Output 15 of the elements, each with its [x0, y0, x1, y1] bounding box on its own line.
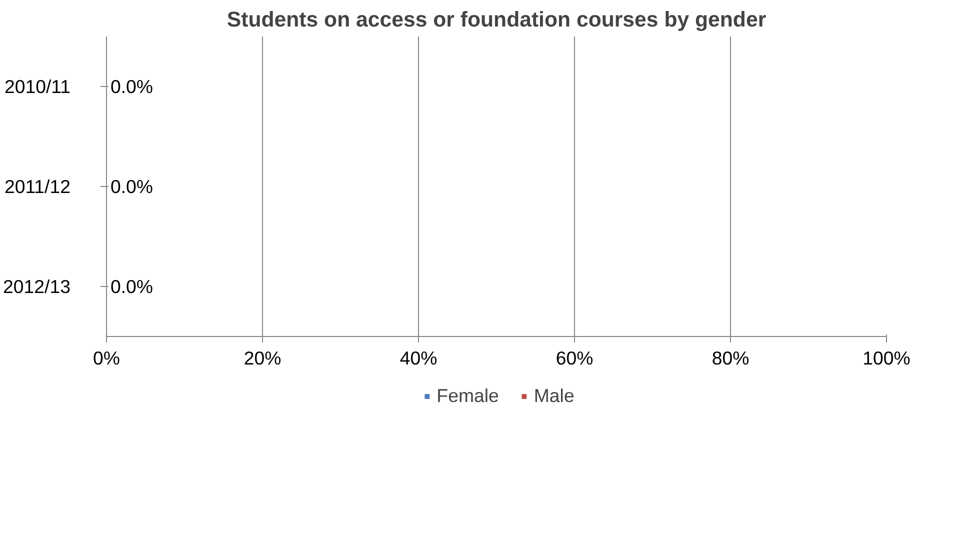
- x-tick-label: 60%: [556, 348, 594, 368]
- legend-label: Female: [436, 385, 499, 407]
- x-tick-label: 0%: [93, 348, 120, 368]
- legend-label: Male: [534, 385, 574, 407]
- data-label: 0.0%: [110, 276, 154, 297]
- x-tick-label: 80%: [712, 348, 750, 368]
- data-label: 0.0%: [110, 76, 154, 97]
- x-tick-label: 40%: [400, 348, 438, 368]
- y-tick-label: 2011/12: [4, 176, 71, 197]
- y-tick-label: 2012/13: [3, 276, 71, 297]
- chart-title: Students on access or foundation courses by gender: [226, 8, 766, 32]
- y-tick-label: 2010/11: [4, 76, 71, 97]
- x-tick-label: 20%: [244, 348, 282, 368]
- data-label: 0.0%: [110, 176, 154, 197]
- x-tick-label: 100%: [862, 348, 910, 368]
